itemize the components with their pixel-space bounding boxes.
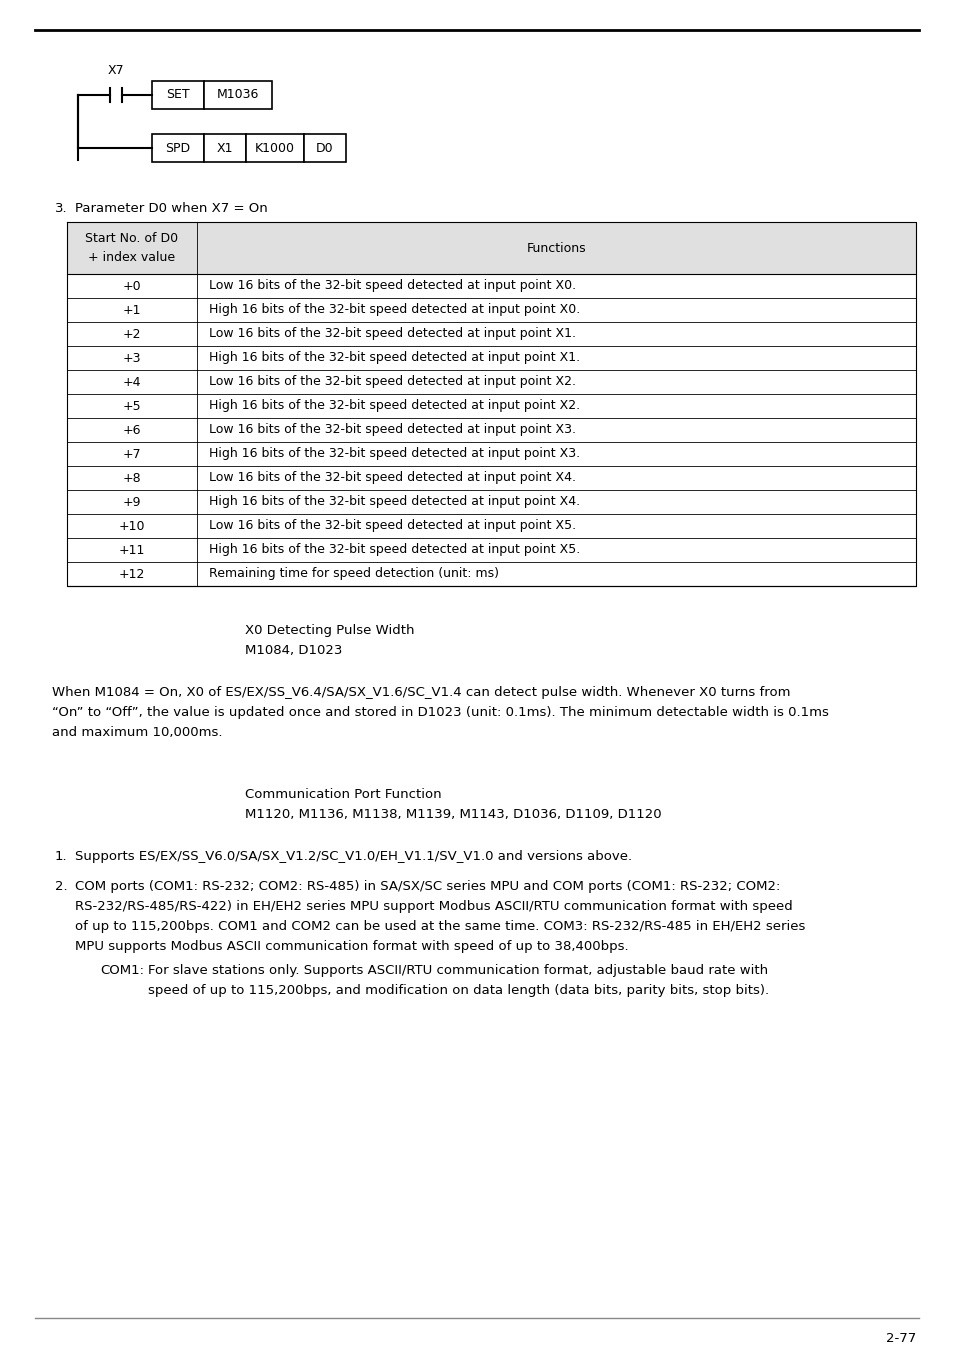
Text: +12: +12 [119,567,145,580]
Text: Low 16 bits of the 32-bit speed detected at input point X0.: Low 16 bits of the 32-bit speed detected… [209,279,576,293]
Text: +9: +9 [123,495,141,509]
Text: +0: +0 [123,279,141,293]
Text: and maximum 10,000ms.: and maximum 10,000ms. [52,726,222,738]
Text: For slave stations only. Supports ASCII/RTU communication format, adjustable bau: For slave stations only. Supports ASCII/… [148,964,767,977]
Text: +8: +8 [123,471,141,485]
Text: Low 16 bits of the 32-bit speed detected at input point X2.: Low 16 bits of the 32-bit speed detected… [209,375,576,389]
Text: M1084, D1023: M1084, D1023 [245,644,342,657]
Text: X7: X7 [108,63,125,77]
Text: 2.: 2. [55,880,68,892]
Text: Functions: Functions [526,242,586,255]
Text: Remaining time for speed detection (unit: ms): Remaining time for speed detection (unit… [209,567,498,580]
Text: Low 16 bits of the 32-bit speed detected at input point X4.: Low 16 bits of the 32-bit speed detected… [209,471,576,485]
Text: RS-232/RS-485/RS-422) in EH/EH2 series MPU support Modbus ASCII/RTU communicatio: RS-232/RS-485/RS-422) in EH/EH2 series M… [75,900,792,913]
Text: +2: +2 [123,328,141,340]
Text: +10: +10 [118,520,145,532]
Text: 3.: 3. [55,202,68,215]
Text: Communication Port Function: Communication Port Function [245,788,441,801]
Text: High 16 bits of the 32-bit speed detected at input point X2.: High 16 bits of the 32-bit speed detecte… [209,400,579,413]
Text: D0: D0 [315,142,334,154]
Text: High 16 bits of the 32-bit speed detected at input point X5.: High 16 bits of the 32-bit speed detecte… [209,544,579,556]
Text: +7: +7 [123,447,141,460]
Bar [204,81,272,109]
Text: +3: +3 [123,351,141,364]
Bar [152,81,204,109]
Bar [152,134,204,162]
Bar [246,134,304,162]
Text: K1000: K1000 [254,142,294,154]
Text: +5: +5 [123,400,141,413]
Text: +4: +4 [123,375,141,389]
Text: Supports ES/EX/SS_V6.0/SA/SX_V1.2/SC_V1.0/EH_V1.1/SV_V1.0 and versions above.: Supports ES/EX/SS_V6.0/SA/SX_V1.2/SC_V1.… [75,850,632,863]
Text: M1120, M1136, M1138, M1139, M1143, D1036, D1109, D1120: M1120, M1136, M1138, M1139, M1143, D1036… [245,809,661,821]
Text: COM ports (COM1: RS-232; COM2: RS-485) in SA/SX/SC series MPU and COM ports (COM: COM ports (COM1: RS-232; COM2: RS-485) i… [75,880,780,892]
Text: SPD: SPD [165,142,191,154]
Text: speed of up to 115,200bps, and modification on data length (data bits, parity bi: speed of up to 115,200bps, and modificat… [148,984,768,998]
Text: of up to 115,200bps. COM1 and COM2 can be used at the same time. COM3: RS-232/RS: of up to 115,200bps. COM1 and COM2 can b… [75,919,804,933]
Text: 1.: 1. [55,850,68,863]
Text: +1: +1 [123,304,141,316]
Text: X0 Detecting Pulse Width: X0 Detecting Pulse Width [245,624,414,637]
Text: X1: X1 [216,142,233,154]
Text: High 16 bits of the 32-bit speed detected at input point X0.: High 16 bits of the 32-bit speed detecte… [209,304,579,316]
Text: M1036: M1036 [216,89,259,101]
Text: +11: +11 [119,544,145,556]
Bar [67,221,915,274]
Text: COM1:: COM1: [100,964,144,977]
Text: Low 16 bits of the 32-bit speed detected at input point X1.: Low 16 bits of the 32-bit speed detected… [209,328,576,340]
Text: Low 16 bits of the 32-bit speed detected at input point X3.: Low 16 bits of the 32-bit speed detected… [209,424,576,436]
Text: MPU supports Modbus ASCII communication format with speed of up to 38,400bps.: MPU supports Modbus ASCII communication … [75,940,628,953]
Text: High 16 bits of the 32-bit speed detected at input point X4.: High 16 bits of the 32-bit speed detecte… [209,495,579,509]
Bar [204,134,246,162]
Text: Start No. of D0
+ index value: Start No. of D0 + index value [86,232,178,265]
Text: “On” to “Off”, the value is updated once and stored in D1023 (unit: 0.1ms). The : “On” to “Off”, the value is updated once… [52,706,828,720]
Text: Low 16 bits of the 32-bit speed detected at input point X5.: Low 16 bits of the 32-bit speed detected… [209,520,576,532]
Text: +6: +6 [123,424,141,436]
Bar [304,134,346,162]
Text: 2-77: 2-77 [884,1332,915,1345]
Text: When M1084 = On, X0 of ES/EX/SS_V6.4/SA/SX_V1.6/SC_V1.4 can detect pulse width. : When M1084 = On, X0 of ES/EX/SS_V6.4/SA/… [52,686,790,699]
Text: SET: SET [166,89,190,101]
Text: High 16 bits of the 32-bit speed detected at input point X3.: High 16 bits of the 32-bit speed detecte… [209,447,579,460]
Text: Parameter D0 when X7 = On: Parameter D0 when X7 = On [75,202,268,215]
Text: High 16 bits of the 32-bit speed detected at input point X1.: High 16 bits of the 32-bit speed detecte… [209,351,579,364]
